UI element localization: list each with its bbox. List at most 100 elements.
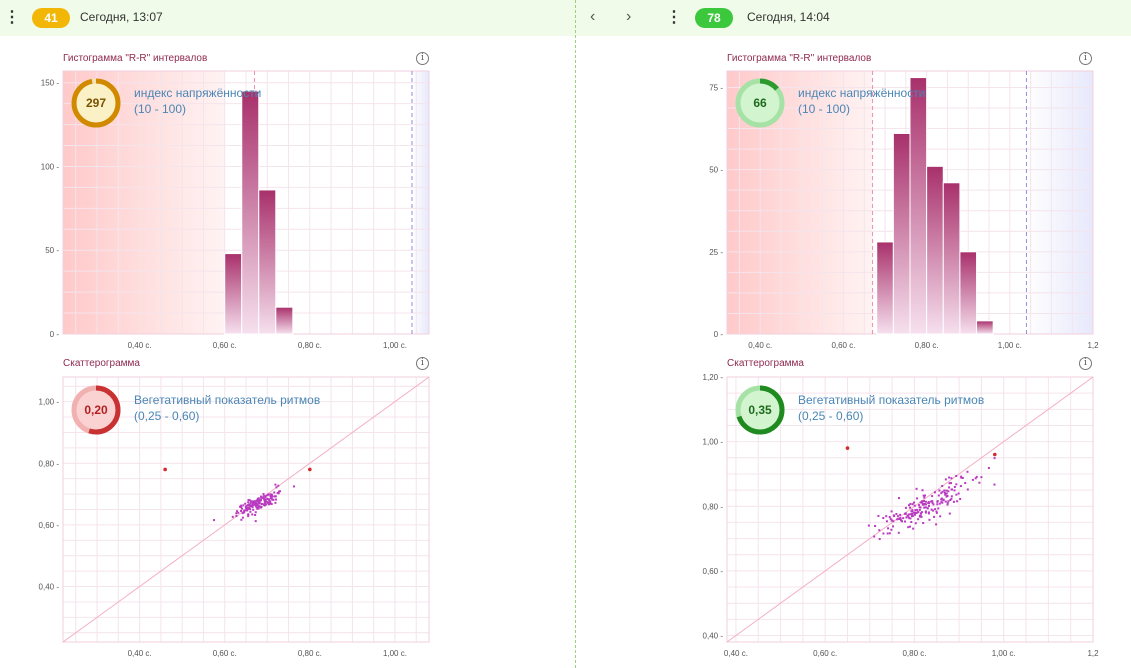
scatter-point	[262, 492, 265, 495]
scatter-point	[892, 520, 895, 523]
scatter-point	[950, 488, 953, 491]
scatter-point	[878, 529, 881, 532]
x-tick-label: 0,80 с.	[902, 649, 926, 658]
scatter-point	[240, 509, 243, 512]
indicator-gauge: 0,35	[735, 385, 785, 435]
scatter-point	[910, 512, 913, 515]
scatter-point	[890, 510, 893, 513]
scatter-point	[263, 502, 266, 505]
scatter-point	[259, 506, 262, 509]
scatter-point	[251, 513, 254, 516]
scatter-point	[249, 510, 252, 513]
scatter-point	[267, 493, 270, 496]
scatter-point	[916, 508, 919, 511]
scatter-point	[938, 489, 941, 492]
scatter-point	[271, 498, 274, 501]
scatter-title: Скаттерограмма	[63, 358, 140, 369]
scatter-point	[249, 504, 252, 507]
scatter-point	[897, 497, 900, 500]
histogram-bar	[926, 165, 944, 335]
scatter-point	[993, 457, 996, 460]
scatter-point	[255, 504, 258, 507]
scatter-point	[257, 505, 260, 508]
scatter-point	[919, 515, 922, 518]
scatter-point	[885, 520, 888, 523]
info-icon[interactable]: i	[416, 357, 429, 370]
scatter-point	[909, 513, 912, 516]
scatter-point	[896, 515, 899, 518]
scatter-point	[267, 502, 270, 505]
info-icon[interactable]: i	[416, 52, 429, 65]
scatter-point	[923, 502, 926, 505]
more-vertical-icon[interactable]: ⋮	[666, 9, 682, 26]
scatter-point	[243, 509, 246, 512]
scatter-point	[943, 491, 946, 494]
scatter-point	[262, 497, 265, 500]
scatter-point	[944, 500, 947, 503]
session-datetime: Сегодня, 13:07	[80, 10, 163, 24]
scatter-point	[244, 502, 247, 505]
scatter-point	[908, 525, 911, 528]
scatter-point	[269, 493, 272, 496]
scatter-point	[964, 482, 967, 485]
scatter-point	[924, 511, 927, 514]
scatter-point	[956, 500, 959, 503]
scatter-point	[960, 475, 963, 478]
scatter-point	[253, 502, 256, 505]
scatter-point	[947, 490, 950, 493]
top-bar	[0, 0, 1131, 36]
x-tick-label: 0,40 с.	[724, 649, 748, 658]
x-tick-label: 1,00 с.	[383, 341, 407, 350]
session-datetime: Сегодня, 14:04	[747, 10, 830, 24]
scatter-point	[944, 478, 947, 481]
scatter-point	[254, 500, 257, 503]
x-tick-label: 1,00 с.	[383, 649, 407, 658]
score-badge: 78	[695, 8, 733, 28]
x-tick-label: 0,60 с.	[831, 341, 855, 350]
scatter-point	[943, 489, 946, 492]
scatter-point	[273, 491, 276, 494]
more-vertical-icon[interactable]: ⋮	[4, 9, 20, 26]
scatter-point	[242, 504, 245, 507]
scatter-point	[251, 504, 254, 507]
scatter-point	[243, 511, 246, 514]
prev-arrow-icon[interactable]: ‹	[590, 8, 596, 25]
outlier-point	[845, 446, 850, 450]
info-icon[interactable]: i	[1079, 52, 1092, 65]
scatter-point	[888, 515, 891, 518]
scatter-point	[255, 506, 258, 509]
histogram-bar	[976, 320, 994, 335]
next-arrow-icon[interactable]: ›	[626, 8, 632, 25]
scatter-point	[971, 478, 974, 481]
scatter-point	[953, 489, 956, 492]
scatter-point	[959, 485, 962, 488]
scatter-point	[920, 511, 923, 514]
indicator-label: Вегетативный показатель ритмов	[134, 393, 320, 407]
info-icon[interactable]: i	[1079, 357, 1092, 370]
scatter-point	[912, 527, 915, 530]
scatter-point	[980, 476, 983, 479]
scatter-point	[259, 499, 262, 502]
scatter-point	[274, 483, 277, 486]
histogram-bar	[241, 90, 260, 335]
scatter-point	[919, 506, 922, 509]
scatter-point	[878, 537, 881, 540]
scatter-point	[928, 518, 931, 521]
scatter-point	[947, 500, 950, 503]
scatter-point	[910, 510, 913, 513]
scatter-point	[910, 520, 913, 523]
scatter-point	[248, 503, 251, 506]
x-tick-label: 0,80 с.	[298, 341, 322, 350]
scatter-point	[238, 505, 241, 508]
scatter-point	[955, 493, 958, 496]
scatter-point	[257, 499, 260, 502]
scatter-point	[277, 490, 280, 493]
scatter-point	[935, 510, 938, 513]
gauge-progress-arc	[735, 385, 785, 435]
scatter-point	[911, 503, 914, 506]
scatter-point	[945, 492, 948, 495]
scatter-point	[927, 512, 930, 515]
x-tick-label: 0,40 с.	[128, 341, 152, 350]
y-tick-label: 50 -	[709, 166, 723, 175]
y-tick-label: 0,60 -	[39, 521, 60, 530]
